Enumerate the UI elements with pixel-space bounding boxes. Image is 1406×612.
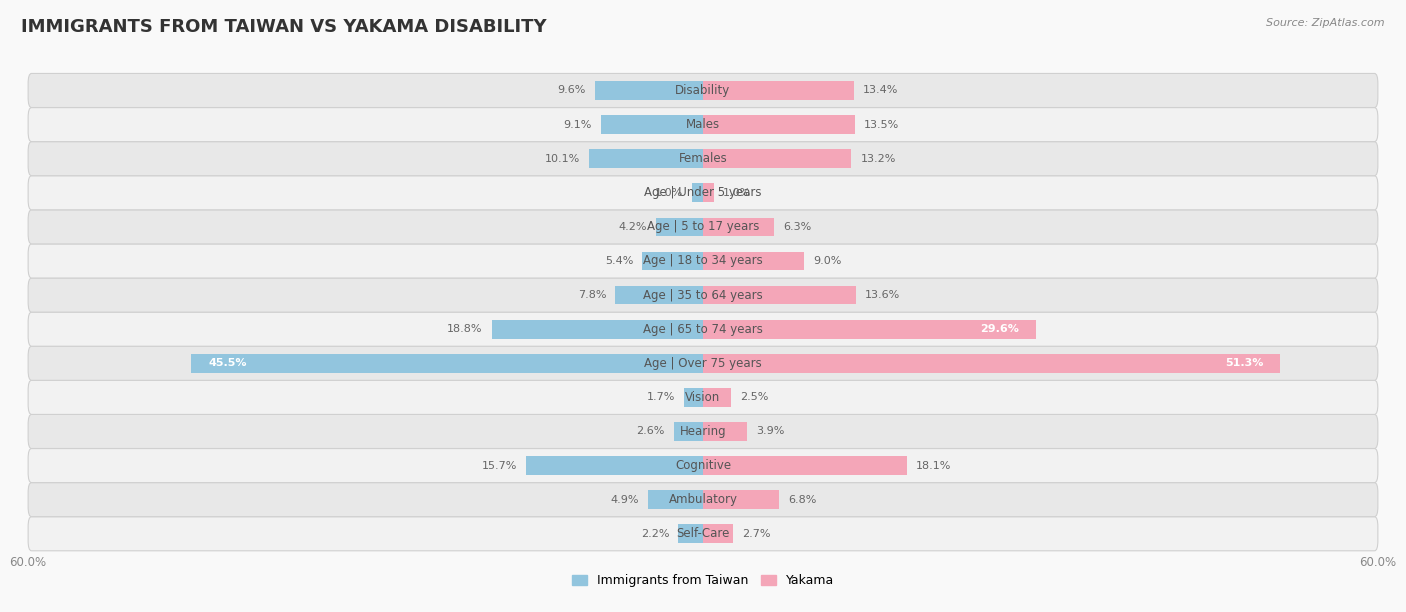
FancyBboxPatch shape [28,278,1378,312]
Text: Cognitive: Cognitive [675,459,731,472]
Text: 2.5%: 2.5% [740,392,769,402]
Text: 13.2%: 13.2% [860,154,896,163]
FancyBboxPatch shape [28,449,1378,483]
Text: Self-Care: Self-Care [676,528,730,540]
FancyBboxPatch shape [28,176,1378,210]
Text: 2.6%: 2.6% [637,427,665,436]
Bar [526,456,703,475]
FancyBboxPatch shape [28,108,1378,141]
Bar [703,422,747,441]
Text: 29.6%: 29.6% [980,324,1019,334]
Text: 4.2%: 4.2% [619,222,647,232]
Text: Vision: Vision [685,391,721,404]
Bar [643,252,703,271]
Text: Age | 18 to 34 years: Age | 18 to 34 years [643,255,763,267]
Text: 13.4%: 13.4% [863,86,898,95]
Text: 9.6%: 9.6% [558,86,586,95]
Text: Males: Males [686,118,720,131]
FancyBboxPatch shape [28,483,1378,517]
Bar [703,524,734,543]
Text: Ambulatory: Ambulatory [668,493,738,506]
Text: 2.7%: 2.7% [742,529,770,539]
Bar [595,81,703,100]
Bar [703,81,853,100]
Text: Age | Over 75 years: Age | Over 75 years [644,357,762,370]
Text: 4.9%: 4.9% [610,494,638,505]
Bar [678,524,703,543]
Text: Age | 65 to 74 years: Age | 65 to 74 years [643,323,763,335]
Text: 6.3%: 6.3% [783,222,811,232]
Text: 7.8%: 7.8% [578,290,606,300]
Text: 10.1%: 10.1% [546,154,581,163]
Bar [600,115,703,134]
Bar [683,388,703,407]
Text: Age | 5 to 17 years: Age | 5 to 17 years [647,220,759,233]
FancyBboxPatch shape [28,380,1378,414]
FancyBboxPatch shape [28,312,1378,346]
Text: 51.3%: 51.3% [1225,358,1263,368]
Bar [703,456,907,475]
Text: 45.5%: 45.5% [208,358,246,368]
Text: 6.8%: 6.8% [789,494,817,505]
Text: 18.1%: 18.1% [915,461,950,471]
Text: Source: ZipAtlas.com: Source: ZipAtlas.com [1267,18,1385,28]
Text: Age | 35 to 64 years: Age | 35 to 64 years [643,289,763,302]
Text: Females: Females [679,152,727,165]
Bar [492,320,703,338]
Text: IMMIGRANTS FROM TAIWAN VS YAKAMA DISABILITY: IMMIGRANTS FROM TAIWAN VS YAKAMA DISABIL… [21,18,547,36]
Bar [191,354,703,373]
Text: 13.5%: 13.5% [863,119,898,130]
Text: 18.8%: 18.8% [447,324,482,334]
Bar [703,320,1036,338]
FancyBboxPatch shape [28,346,1378,380]
FancyBboxPatch shape [28,414,1378,449]
Text: 9.0%: 9.0% [813,256,842,266]
Text: 13.6%: 13.6% [865,290,900,300]
Bar [703,252,804,271]
Text: 5.4%: 5.4% [605,256,633,266]
Text: 2.2%: 2.2% [641,529,669,539]
Bar [703,184,714,202]
FancyBboxPatch shape [28,517,1378,551]
Bar [616,286,703,304]
Bar [703,149,852,168]
Bar [703,115,855,134]
Bar [648,490,703,509]
Text: 1.0%: 1.0% [655,188,683,198]
Bar [703,388,731,407]
Bar [703,354,1279,373]
Bar [703,490,779,509]
FancyBboxPatch shape [28,141,1378,176]
Bar [655,217,703,236]
Text: 3.9%: 3.9% [756,427,785,436]
Bar [703,286,856,304]
FancyBboxPatch shape [28,210,1378,244]
Bar [589,149,703,168]
FancyBboxPatch shape [28,244,1378,278]
Bar [673,422,703,441]
Bar [692,184,703,202]
Text: Hearing: Hearing [679,425,727,438]
Text: 1.0%: 1.0% [723,188,751,198]
Text: 15.7%: 15.7% [482,461,517,471]
Bar [703,217,773,236]
Text: 1.7%: 1.7% [647,392,675,402]
FancyBboxPatch shape [28,73,1378,108]
Text: Disability: Disability [675,84,731,97]
Text: 9.1%: 9.1% [564,119,592,130]
Legend: Immigrants from Taiwan, Yakama: Immigrants from Taiwan, Yakama [567,569,839,592]
Text: Age | Under 5 years: Age | Under 5 years [644,186,762,200]
